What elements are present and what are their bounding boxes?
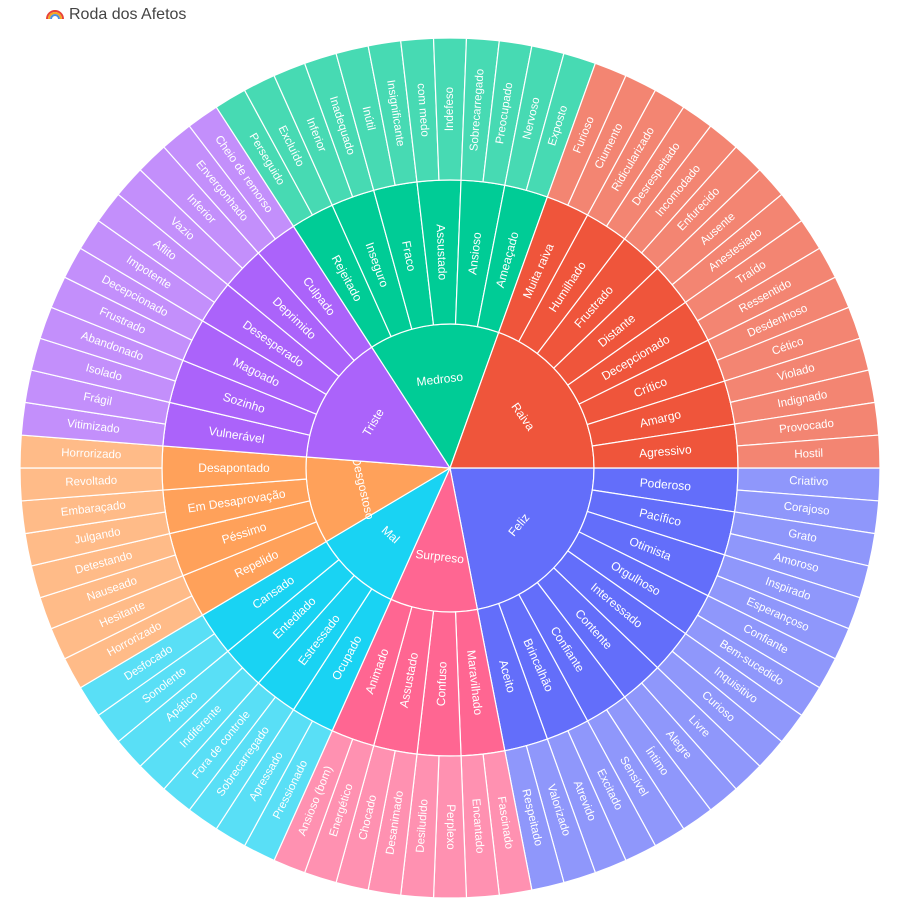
emotion-label: Revoltado (65, 475, 117, 489)
emotion-label: Grato (787, 528, 818, 545)
subcategory-label: Assustado (434, 224, 450, 281)
subcategory-label: Poderoso (639, 476, 692, 494)
emotion-label: Corajoso (783, 501, 830, 518)
emotion-label: Encantado (469, 798, 485, 854)
emotion-segment[interactable] (736, 434, 881, 469)
rainbow-icon (46, 10, 64, 20)
emotion-label: Frágil (82, 391, 113, 408)
emotion-label: Indefeso (444, 87, 456, 131)
emotion-label: Desiludido (414, 799, 430, 853)
page-title: Roda dos Afetos (69, 6, 187, 23)
app-title: Roda dos Afetos (46, 6, 186, 24)
emotion-label: Horrorizado (61, 447, 121, 461)
emotion-label: Hostil (794, 448, 823, 461)
emotion-label: Vitimizado (66, 418, 120, 436)
emotion-label: Inútil (360, 105, 377, 131)
category-label: Surpreso (415, 547, 465, 567)
subcategory-label: Agressivo (639, 442, 693, 460)
subcategory-label: Confuso (434, 661, 450, 707)
emotion-label: Criativo (789, 475, 828, 488)
emotion-label: Perplexo (444, 804, 456, 849)
subcategory-label: Fraco (399, 240, 419, 273)
subcategory-label: Desapontado (198, 461, 270, 475)
subcategory-label: Ansioso (465, 231, 484, 275)
category-label: Medroso (416, 370, 464, 389)
emotion-label: com medo (414, 83, 430, 137)
